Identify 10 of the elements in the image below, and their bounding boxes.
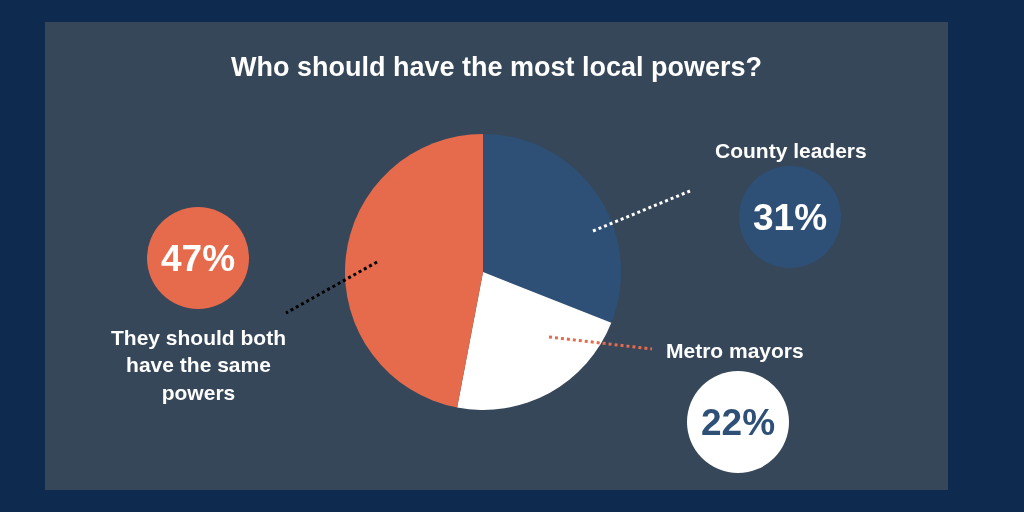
pie-slice [345,134,483,408]
slice-label: Metro mayors [666,339,804,362]
slice-label: They should both have the same powers [111,326,286,404]
data-label: 47% [161,238,236,279]
slice-label: County leaders [715,139,867,162]
chart-title: Who should have the most local powers? [231,52,763,82]
pie-slice [483,134,621,323]
data-label: 31% [753,197,828,238]
data-label: 22% [701,402,776,443]
pie-slice [457,272,612,410]
